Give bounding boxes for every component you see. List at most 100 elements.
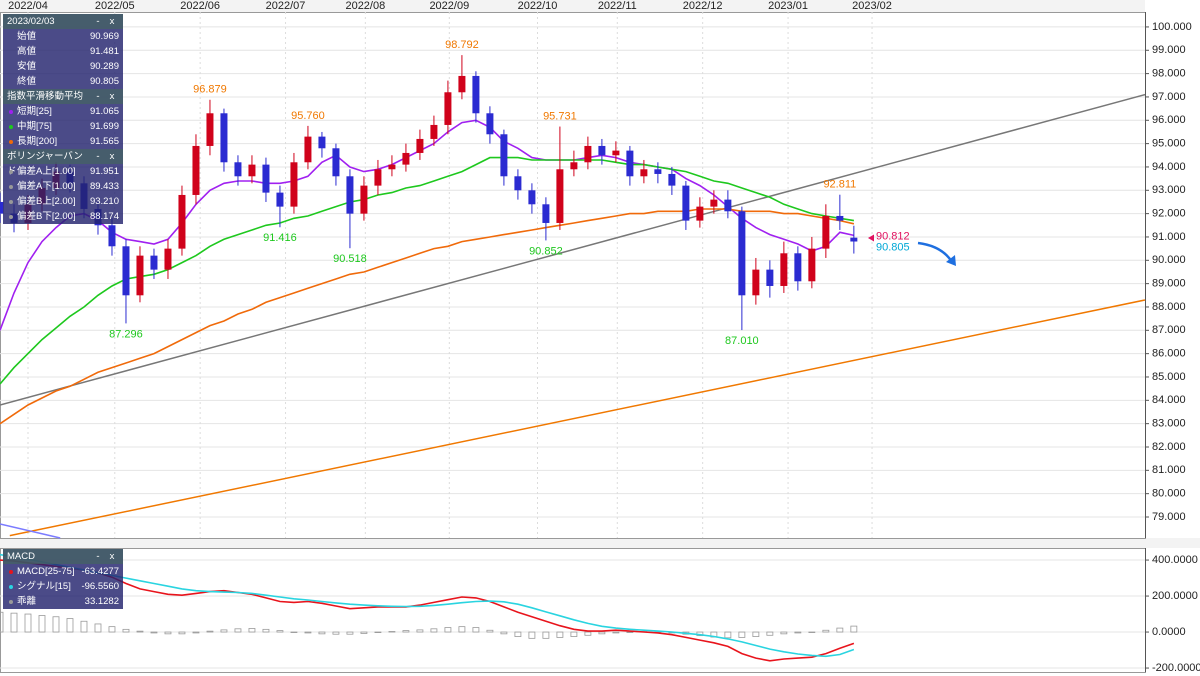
y-tick-label: 81.000 bbox=[1152, 464, 1186, 476]
histogram-bar bbox=[402, 630, 410, 633]
row-label: 短期[25] bbox=[17, 106, 52, 117]
histogram-bar bbox=[556, 631, 564, 638]
candle-body bbox=[584, 145, 592, 163]
y-tick-label: 90.000 bbox=[1152, 254, 1186, 266]
row-label: 中期[75] bbox=[17, 121, 52, 132]
minimize-button[interactable]: - bbox=[96, 551, 100, 562]
row-value: -96.5560 bbox=[81, 581, 119, 592]
close-button[interactable]: x bbox=[109, 16, 115, 27]
x-tick-label: 2022/07 bbox=[266, 0, 306, 12]
candle-body bbox=[332, 148, 340, 177]
histogram-bar bbox=[220, 629, 228, 633]
x-tick-label: 2022/04 bbox=[8, 0, 48, 12]
y-tick-label: 80.000 bbox=[1152, 488, 1186, 500]
histogram-bar bbox=[360, 631, 368, 634]
extreme-label: 91.416 bbox=[263, 232, 297, 244]
candle-body bbox=[612, 150, 620, 156]
row-value: 33.1282 bbox=[84, 596, 119, 607]
row-marker bbox=[9, 199, 13, 204]
histogram-bar bbox=[514, 631, 522, 637]
candle-body bbox=[570, 162, 578, 170]
candle-body bbox=[752, 269, 760, 296]
close-button[interactable]: x bbox=[109, 151, 115, 162]
y-tick-label: 79.000 bbox=[1152, 511, 1186, 523]
y-tick-label: 86.000 bbox=[1152, 348, 1186, 360]
minimize-button[interactable]: - bbox=[96, 16, 100, 27]
series-line bbox=[0, 119, 855, 331]
histogram-bar bbox=[248, 628, 256, 633]
candle-body bbox=[248, 164, 256, 177]
y-tick-label: 98.000 bbox=[1152, 68, 1186, 80]
x-tick-label: 2022/06 bbox=[180, 0, 220, 12]
y-tick-label: 82.000 bbox=[1152, 441, 1186, 453]
histogram-bar bbox=[780, 631, 788, 635]
panel-title: MACD bbox=[7, 551, 35, 562]
extreme-label: 90.852 bbox=[529, 245, 563, 257]
macd-panel: MACD - x MACD[25-75] -63.4277 シグナル[15] -96.556… bbox=[3, 549, 123, 609]
x-tick-label: 2022/08 bbox=[345, 0, 385, 12]
candle-body bbox=[220, 113, 228, 163]
histogram-bar bbox=[794, 631, 802, 634]
panel-row: 始値 90.969 bbox=[3, 29, 123, 44]
extreme-label: 90.518 bbox=[333, 253, 367, 265]
legend-dot bbox=[9, 584, 13, 589]
histogram-bar bbox=[80, 620, 88, 633]
histogram-bar bbox=[766, 631, 774, 636]
candle-body bbox=[122, 246, 130, 296]
candle-body bbox=[444, 92, 452, 125]
x-tick-label: 2022/09 bbox=[429, 0, 469, 12]
candle-body bbox=[598, 145, 606, 156]
candle-body bbox=[0, 201, 4, 214]
trend-layer bbox=[0, 93, 1146, 539]
row-value: -63.4277 bbox=[81, 566, 119, 577]
histogram-bar bbox=[598, 631, 606, 635]
candle-body bbox=[318, 136, 326, 149]
y-tick-label: 93.000 bbox=[1152, 184, 1186, 196]
histogram-bar bbox=[430, 628, 438, 633]
candle-body bbox=[668, 173, 676, 186]
panel-row: 終値 90.805 bbox=[3, 74, 123, 89]
candle-body bbox=[514, 176, 522, 191]
candle-body bbox=[262, 164, 270, 193]
candle-body bbox=[626, 150, 634, 177]
row-label: 乖離 bbox=[17, 596, 37, 607]
extreme-label: 96.879 bbox=[193, 84, 227, 96]
histogram-bar bbox=[738, 631, 746, 638]
extreme-label: 87.296 bbox=[109, 328, 143, 340]
extreme-label: 92.811 bbox=[823, 179, 856, 191]
forecast-arrow-head bbox=[946, 255, 956, 266]
histogram-bar bbox=[10, 612, 18, 633]
histogram-bar bbox=[584, 631, 592, 636]
row-label: 安値 bbox=[17, 61, 37, 72]
histogram-bar bbox=[570, 631, 578, 637]
y-tick-label: 96.000 bbox=[1152, 114, 1186, 126]
candle-body bbox=[486, 113, 494, 135]
histogram-bar bbox=[276, 630, 284, 633]
row-value: 90.289 bbox=[89, 61, 119, 72]
text-layer: 79.000 80.000 81.000 82.000 83.000 84.000 85.0… bbox=[8, 0, 1200, 674]
histogram-bar bbox=[304, 631, 312, 634]
candle-body bbox=[192, 145, 200, 195]
histogram-bar bbox=[290, 631, 298, 633]
row-value: 88.174 bbox=[89, 211, 119, 222]
info-panel: 2023/02/03- x 始値 90.969 高値 91.481 安値 90.289 終値 90… bbox=[3, 14, 123, 224]
legend-dot bbox=[9, 569, 13, 574]
minimize-button[interactable]: - bbox=[96, 151, 100, 162]
histogram-bar bbox=[472, 627, 480, 633]
histogram-bar bbox=[94, 623, 102, 633]
close-button[interactable]: x bbox=[109, 91, 115, 102]
x-tick-label: 2022/05 bbox=[95, 0, 135, 12]
histogram-bar bbox=[66, 618, 74, 633]
row-value: 91.565 bbox=[89, 136, 119, 147]
row-label: シグナル[15] bbox=[17, 581, 71, 592]
y-tick-label: 400.0000 bbox=[1152, 554, 1198, 566]
histogram-bar bbox=[850, 625, 858, 633]
extreme-label: 98.792 bbox=[445, 39, 479, 51]
minimize-button[interactable]: - bbox=[96, 91, 100, 102]
histogram-bar bbox=[192, 631, 200, 634]
panel-separator bbox=[0, 538, 1200, 548]
trend-line bbox=[0, 93, 1146, 406]
histogram-bar bbox=[388, 631, 396, 633]
panel-row: 長期[200] 91.565 bbox=[3, 134, 123, 149]
close-button[interactable]: x bbox=[109, 551, 115, 562]
